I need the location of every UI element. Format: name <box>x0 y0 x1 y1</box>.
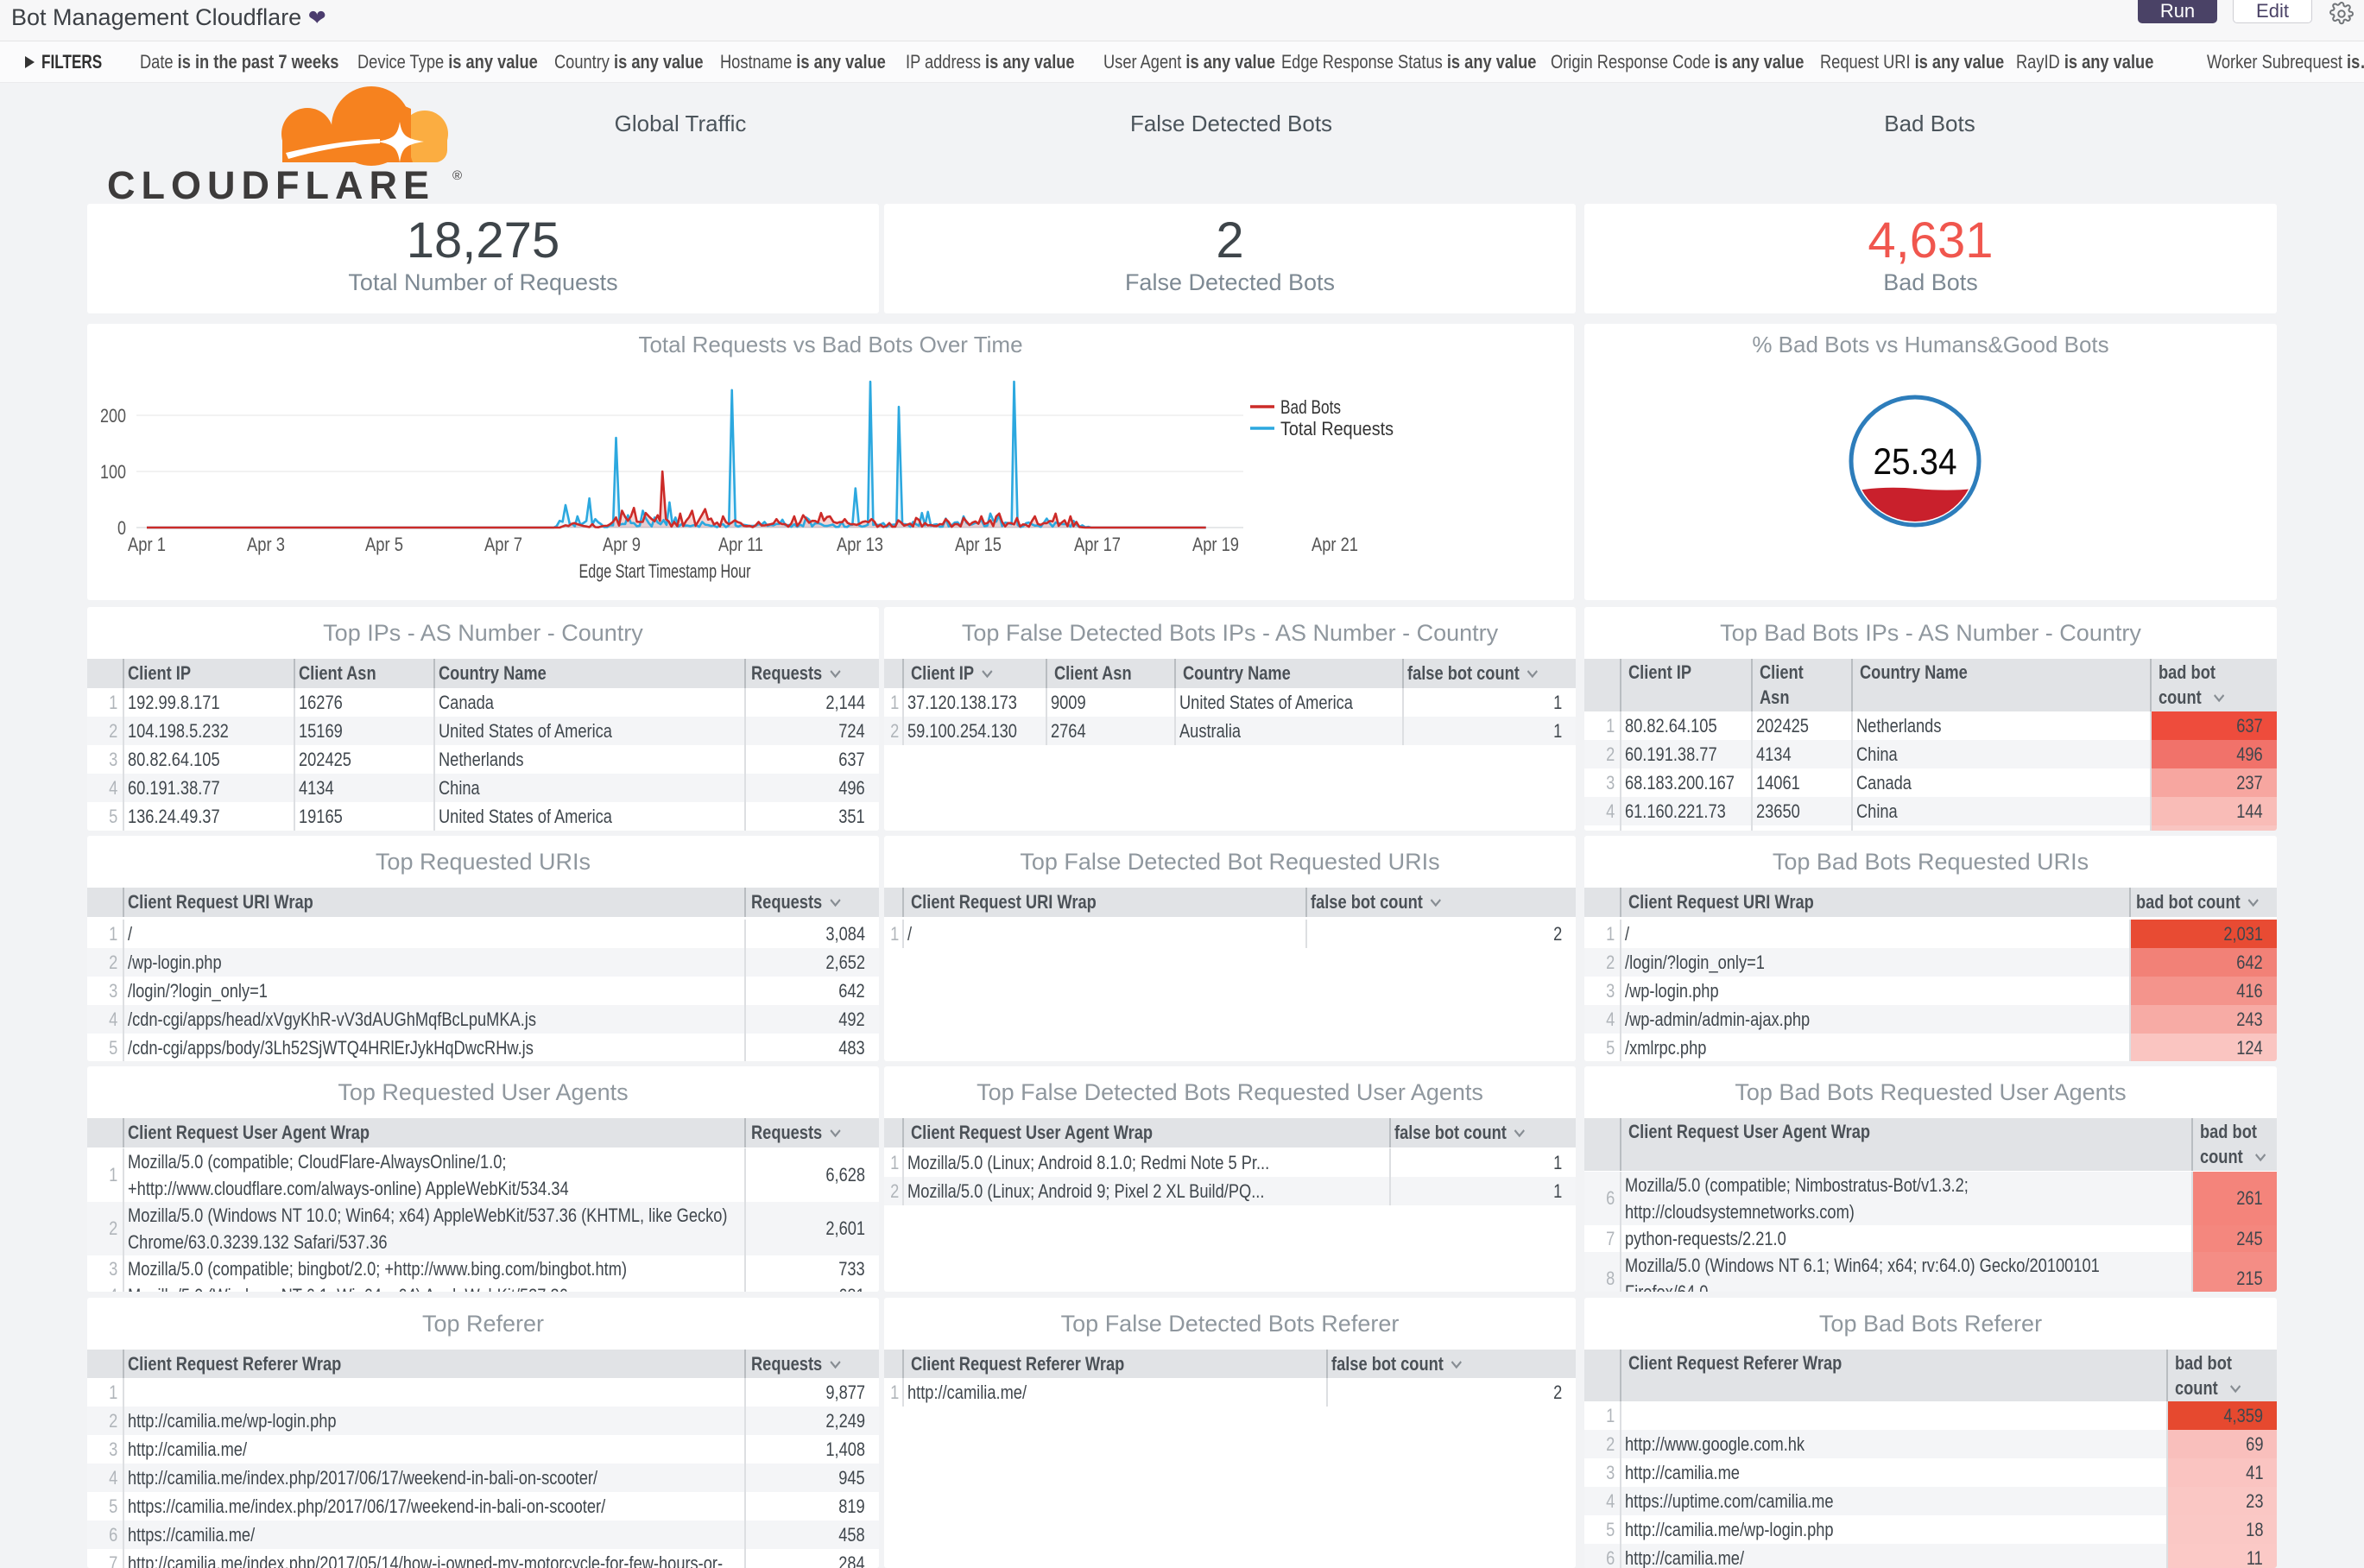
svg-text:Apr 13: Apr 13 <box>837 534 883 555</box>
svg-text:Apr 11: Apr 11 <box>718 534 763 555</box>
svg-text:% Bad Bots vs Humans&Good Bots: % Bad Bots vs Humans&Good Bots <box>1752 332 2108 357</box>
svg-text:CLOUDFLARE: CLOUDFLARE <box>107 163 435 205</box>
svg-text:0: 0 <box>117 517 126 539</box>
svg-text:Edge Start Timestamp Hour: Edge Start Timestamp Hour <box>579 560 751 582</box>
svg-text:Apr 1: Apr 1 <box>128 534 166 555</box>
svg-text:Apr 19: Apr 19 <box>1192 534 1239 555</box>
svg-text:Apr 5: Apr 5 <box>365 534 403 555</box>
svg-text:Apr 7: Apr 7 <box>484 534 522 555</box>
svg-text:Bad Bots: Bad Bots <box>1280 396 1341 418</box>
svg-text:Apr 21: Apr 21 <box>1312 534 1358 555</box>
svg-text:Apr 17: Apr 17 <box>1074 534 1121 555</box>
svg-text:Total Requests vs Bad Bots Ove: Total Requests vs Bad Bots Over Time <box>638 332 1022 357</box>
svg-text:Apr 15: Apr 15 <box>955 534 1002 555</box>
svg-text:100: 100 <box>100 461 126 483</box>
svg-text:25.34: 25.34 <box>1874 441 1957 483</box>
svg-text:®: ® <box>452 168 462 183</box>
svg-text:Total Requests: Total Requests <box>1280 418 1394 439</box>
svg-text:Apr 9: Apr 9 <box>603 534 641 555</box>
svg-text:200: 200 <box>100 405 126 427</box>
svg-text:Apr 3: Apr 3 <box>247 534 285 555</box>
